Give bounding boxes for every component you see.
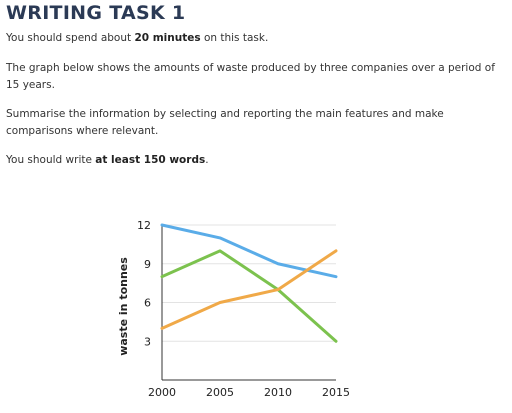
y-tick-label-2: 9 — [144, 258, 151, 271]
line-chart: 3 6 9 12 2000 2005 2010 2015 waste in tonnes — [108, 208, 358, 408]
series-line-2 — [160, 249, 338, 330]
y-tick-label-0: 3 — [144, 335, 151, 348]
x-tick-label-1: 2005 — [206, 386, 234, 399]
x-tick-label-3: 2015 — [322, 386, 350, 399]
word-count-post: . — [205, 154, 209, 166]
word-count-pre: You should write — [6, 154, 96, 166]
y-tick-label-3: 12 — [137, 219, 151, 232]
x-tick-label-2: 2010 — [264, 386, 292, 399]
chart-svg: 3 6 9 12 2000 2005 2010 2015 waste in tonnes — [117, 219, 350, 399]
task-title: WRITING TASK 1 — [6, 2, 186, 24]
task-description: The graph below shows the amounts of was… — [6, 62, 495, 91]
x-tick-label-0: 2000 — [148, 386, 176, 399]
y-axis-title: waste in tonnes — [117, 257, 130, 356]
instruction-time-post: on this task. — [200, 32, 269, 44]
word-count-instruction: You should write at least 150 words. — [6, 152, 502, 169]
instruction-time: You should spend about 20 minutes on thi… — [6, 30, 502, 47]
series-line-1 — [160, 249, 338, 343]
instruction-time-pre: You should spend about — [6, 32, 135, 44]
y-tick-label-1: 6 — [144, 297, 151, 310]
instruction-time-bold: 20 minutes — [134, 32, 201, 44]
word-count-bold: at least 150 words — [95, 154, 206, 166]
task-instructions: Summarise the information by selecting a… — [6, 108, 444, 137]
